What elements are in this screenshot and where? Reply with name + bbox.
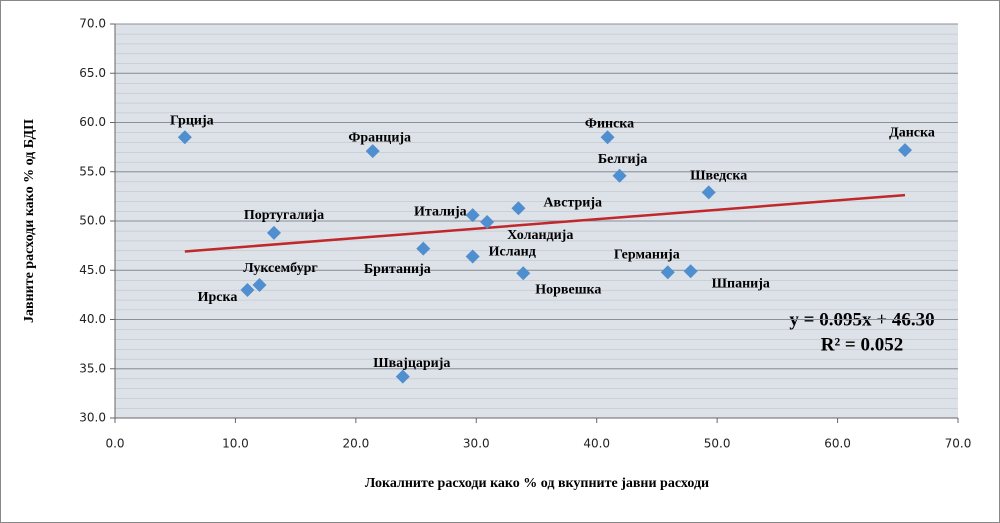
point-label: Португалија xyxy=(244,208,324,223)
x-tick-label: 50.0 xyxy=(704,437,731,451)
point-label: Швајцарија xyxy=(373,356,450,371)
point xyxy=(516,266,531,281)
x-tick-label: 10.0 xyxy=(222,437,249,451)
point xyxy=(177,130,192,145)
point xyxy=(701,185,716,200)
point-label: Грција xyxy=(170,113,214,128)
x-tick-label: 40.0 xyxy=(583,437,610,451)
point xyxy=(252,278,267,293)
point-label: Германија xyxy=(614,247,680,262)
point-label: Луксембург xyxy=(243,261,318,276)
point-label: Финска xyxy=(585,116,634,131)
y-tick-label: 60.0 xyxy=(79,115,106,129)
y-tick-label: 50.0 xyxy=(79,214,106,228)
x-axis-title: Локалните расходи како % од вкупните јав… xyxy=(365,476,709,491)
point-label: Италија xyxy=(414,204,467,219)
y-tick-label: 55.0 xyxy=(79,164,106,178)
x-tick-label: 20.0 xyxy=(342,437,369,451)
point xyxy=(480,214,495,229)
y-tick-label: 40.0 xyxy=(79,312,106,326)
point-label: Австрија xyxy=(543,195,602,210)
point-label: Британија xyxy=(364,262,431,277)
y-tick-label: 35.0 xyxy=(79,361,106,375)
point xyxy=(416,241,431,256)
point xyxy=(898,143,913,158)
point xyxy=(465,208,480,223)
y-tick-label: 70.0 xyxy=(79,17,106,31)
x-tick-label: 30.0 xyxy=(463,437,490,451)
point-label: Холандија xyxy=(507,228,573,243)
point-label: Шведска xyxy=(690,169,747,184)
y-axis-title: Јавните расходи како % од БДП xyxy=(22,119,37,323)
point-label: Ирска xyxy=(198,290,238,305)
point-label: Данска xyxy=(889,125,935,140)
point xyxy=(395,369,410,384)
trendline xyxy=(184,193,906,253)
point xyxy=(465,249,480,264)
x-tick-label: 0.0 xyxy=(105,437,124,451)
x-tick-label: 70.0 xyxy=(945,437,972,451)
point-label: Шпанија xyxy=(712,276,770,291)
y-tick-label: 30.0 xyxy=(79,411,106,425)
point xyxy=(511,201,526,216)
y-tick-label: 45.0 xyxy=(79,263,106,277)
trend-r-squared: R² = 0.052 xyxy=(821,334,904,355)
x-tick-label: 60.0 xyxy=(824,437,851,451)
point xyxy=(600,130,615,145)
point xyxy=(683,264,698,279)
point-label: Франција xyxy=(348,130,411,145)
point xyxy=(612,168,627,183)
y-tick-label: 65.0 xyxy=(79,66,106,80)
point xyxy=(240,282,255,297)
point-label: Норвешка xyxy=(535,282,601,297)
point xyxy=(266,225,281,240)
point-label: Исланд xyxy=(489,245,536,260)
point xyxy=(660,265,675,280)
point-label: Белгија xyxy=(598,152,647,167)
point xyxy=(365,144,380,159)
